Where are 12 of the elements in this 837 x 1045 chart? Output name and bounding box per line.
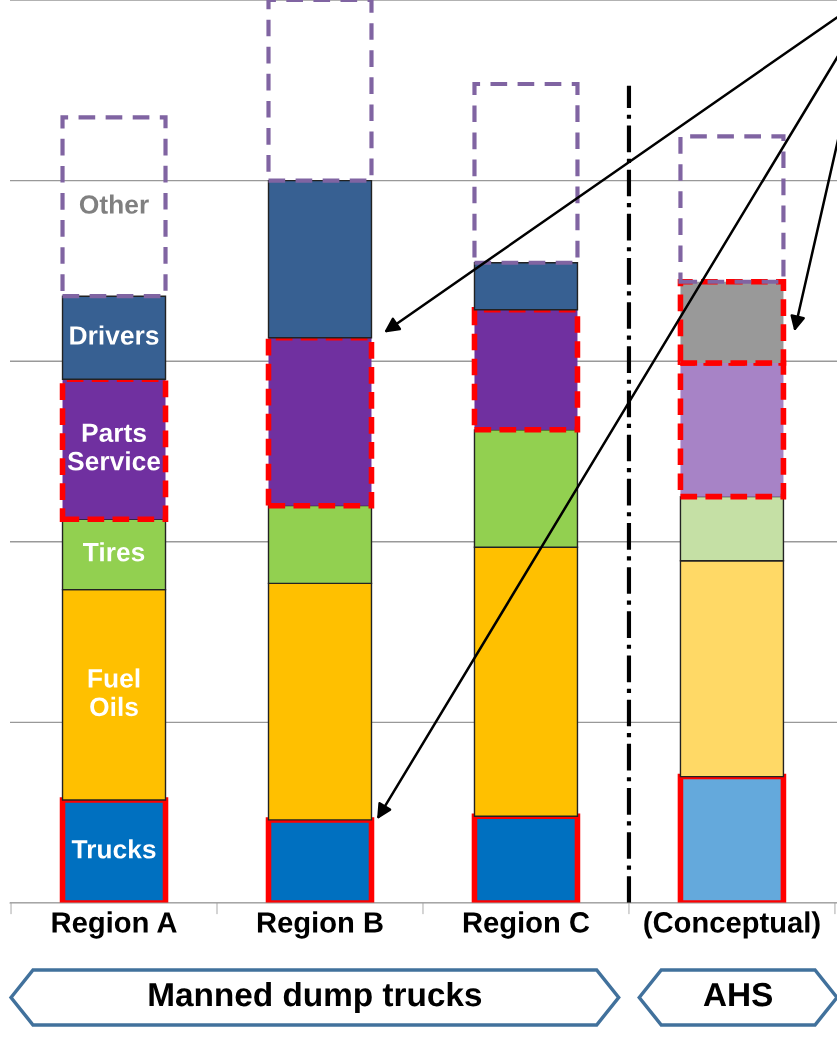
- x-tick-label: Region B: [257, 911, 383, 939]
- x-tick-label: Region A: [52, 911, 177, 939]
- series-label: Fuel Oils: [88, 668, 140, 717]
- x-tick-label: Region C: [463, 911, 590, 939]
- x-tick-label: (Conceptual): [644, 911, 820, 939]
- series-label: Trucks: [71, 839, 156, 859]
- series-label: Tires: [83, 542, 145, 562]
- text: AHS: [703, 982, 773, 1007]
- series-label: Other: [79, 194, 149, 214]
- series-label: Drivers: [70, 325, 159, 345]
- text: Manned dump trucks: [149, 981, 482, 1014]
- series-label: Parts Service: [67, 423, 161, 471]
